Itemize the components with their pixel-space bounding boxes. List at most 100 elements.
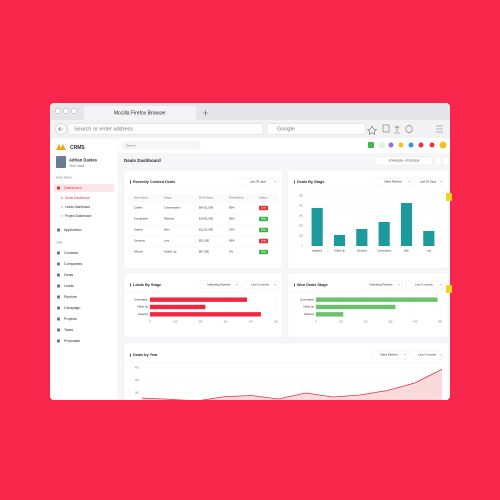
filter-label: Last 30 Days — [420, 180, 437, 184]
menu-item[interactable]: Pipeline — [64, 295, 77, 299]
filter-dropdown[interactable] — [405, 280, 445, 290]
submenu-item[interactable]: Deals Dashboard — [65, 196, 90, 200]
window-close[interactable] — [55, 108, 61, 114]
filter-dropdown[interactable] — [243, 280, 279, 290]
submenu-bullet — [61, 206, 63, 208]
browser-tab[interactable] — [84, 106, 196, 120]
filter-label: Last 30 days — [250, 180, 266, 184]
filter-dropdown[interactable] — [371, 350, 409, 360]
menu-icon — [57, 262, 60, 266]
app-header — [118, 138, 450, 153]
y-tick-label: Follow Up — [303, 306, 314, 309]
filter-label: Marketing Pipeline — [369, 283, 392, 287]
icon-blue[interactable] — [408, 142, 414, 148]
table-cell: 56% — [229, 217, 235, 221]
y-tick-label: 350 — [135, 379, 140, 382]
card-title: Recently Created Deals — [133, 180, 175, 184]
y-tick-label: Inpipeline — [304, 313, 315, 316]
table-header-bg — [128, 194, 278, 202]
icon-yellow[interactable] — [398, 142, 404, 148]
menu-icon — [57, 339, 60, 343]
toolbar-icons — [366, 124, 443, 135]
status-text: Won — [261, 251, 267, 254]
menu-icon — [57, 228, 60, 232]
menu-icon[interactable] — [436, 125, 443, 133]
refresh-button[interactable] — [434, 156, 442, 166]
x-tick-label: Lost — [427, 250, 432, 253]
table-cell: 5% — [229, 250, 234, 254]
submenu-bullet — [61, 197, 63, 199]
icon-purple[interactable] — [388, 142, 394, 148]
dropdown-caret — [273, 181, 277, 183]
collapse-button[interactable] — [442, 156, 450, 166]
table-cell: Adams — [134, 228, 143, 232]
bar — [356, 229, 368, 246]
submenu-bullet — [61, 215, 63, 217]
profile-avatar[interactable] — [439, 141, 447, 149]
filter-label: Sales Pipeline — [384, 180, 402, 184]
table-cell: Follow Up — [164, 250, 177, 254]
filter-dropdown[interactable] — [239, 177, 279, 187]
search-bar[interactable] — [266, 123, 366, 135]
address-bar[interactable] — [67, 123, 264, 135]
x-tick-label: 100 — [339, 321, 344, 324]
clipboard-icon[interactable] — [382, 124, 390, 133]
icon-green[interactable] — [368, 142, 374, 148]
submenu-item[interactable]: Project Dashboard — [65, 214, 92, 218]
y-tick-label: Inpipeline — [138, 313, 149, 316]
menu-item[interactable]: Deals — [64, 273, 73, 277]
header-search-placeholder: Search — [126, 143, 136, 147]
x-tick-label: 300 — [224, 321, 229, 324]
bookmark-icon[interactable] — [366, 125, 378, 135]
date-range[interactable] — [375, 156, 433, 166]
filter-dropdown[interactable] — [375, 177, 413, 187]
x-tick-label: Schedule — [357, 250, 368, 253]
submenu-item[interactable]: Leads Dashboard — [65, 205, 90, 209]
menu-item[interactable]: Projects — [64, 317, 77, 321]
download-icon[interactable] — [394, 125, 400, 134]
table-cell: $04,51,000 — [199, 206, 213, 210]
x-tick-label: 200 — [364, 321, 369, 324]
filter-dropdown[interactable] — [411, 350, 445, 360]
window-minimize[interactable] — [63, 108, 69, 114]
filter-dropdown[interactable] — [199, 280, 241, 290]
card-title: Deals By Stage — [297, 180, 324, 184]
icon-notify[interactable] — [429, 142, 435, 148]
menu-item[interactable]: Tasks — [64, 328, 73, 332]
dropdown-caret — [273, 284, 277, 286]
filter-dropdown[interactable] — [413, 177, 445, 187]
settings-tab[interactable] — [446, 285, 452, 293]
y-tick-label: 500 — [299, 195, 304, 198]
x-tick-label: 500 — [274, 321, 279, 324]
menu-icon — [57, 251, 60, 255]
menu-heading: MAIN MENU — [56, 176, 72, 180]
filter-label: Last 3 months — [415, 283, 433, 287]
table-cell: $51,000 — [199, 239, 210, 243]
dropdown-caret — [407, 181, 411, 183]
menu-item[interactable]: Campaign — [64, 306, 80, 310]
menu-item[interactable]: Companies — [64, 262, 82, 266]
icon-light[interactable] — [379, 142, 385, 148]
y-tick-label: 200 — [299, 225, 304, 228]
window-maximize[interactable] — [71, 108, 77, 114]
filter-dropdown[interactable] — [361, 280, 403, 290]
menu-item[interactable]: Contacts — [64, 251, 78, 255]
icon-red[interactable] — [418, 142, 424, 148]
new-tab-button[interactable] — [203, 110, 208, 116]
y-tick-label: Conversation — [134, 298, 149, 301]
menu-item[interactable]: Leads — [64, 284, 74, 288]
y-tick-label: Conversation — [300, 298, 315, 301]
bar — [150, 312, 261, 317]
bar — [333, 235, 346, 246]
menu-item[interactable]: Application — [64, 228, 82, 232]
pocket-icon[interactable] — [405, 124, 413, 134]
settings-tab[interactable] — [446, 193, 452, 201]
header-search[interactable] — [121, 141, 201, 150]
card-title-icon — [294, 283, 295, 287]
x-tick-label: Inpipeline — [312, 250, 323, 253]
line — [141, 368, 443, 400]
menu-item[interactable]: Proposals — [64, 339, 80, 343]
menu-item-active[interactable]: Dashboard — [64, 186, 82, 190]
bar — [150, 297, 248, 302]
